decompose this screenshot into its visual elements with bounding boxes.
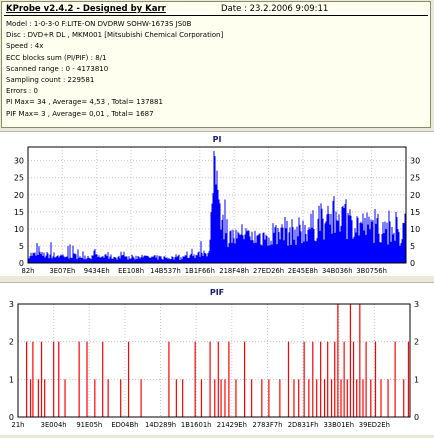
pi-y-tick-left: 20 <box>14 191 24 200</box>
pi-chart-panel: PI 0 0 5 5 10 10 15 15 20 20 25 25 30 30 82h 3E07Eh 9434… <box>0 131 434 276</box>
sampling-count-line: Sampling count : 229581 <box>6 76 95 85</box>
pif-x-tick: ED04Bh <box>111 421 138 429</box>
pi-stats-line: PI Max= 34 , Average= 4,53 , Total= 1378… <box>6 98 163 107</box>
pif-chart: 0 0 1 1 2 2 3 3 21h 3E004h 91E05h ED04Bh 14D289h 1B16… <box>9 300 419 429</box>
app-title: KProbe v2.4.2 - Designed by Karr <box>6 4 166 14</box>
scanned-range-line: Scanned range : 0 - 4173810 <box>6 64 109 73</box>
pif-x-tick: 21h <box>12 421 25 429</box>
pif-x-tick: 39ED2Eh <box>359 421 390 429</box>
pif-plot-frame <box>17 303 411 418</box>
pif-y-tick-left: 0 <box>9 413 14 422</box>
pif-x-tick: 14D289h <box>145 421 176 429</box>
pif-x-tick: 2783F7h <box>253 421 283 429</box>
pi-plot-frame <box>27 146 407 264</box>
pi-x-tick: 82h <box>22 267 35 275</box>
pif-plot-area <box>17 303 411 418</box>
pif-x-tick: 91E05h <box>76 421 102 429</box>
speed-line: Speed : 4x <box>6 42 44 51</box>
disc-line: Disc : DVD+R DL , MKM001 [Mitsubishi Che… <box>6 31 224 40</box>
pi-x-tick: 27ED26h <box>253 267 284 275</box>
pif-y-tick-left: 1 <box>9 375 14 384</box>
pi-y-tick-right: 10 <box>410 225 420 234</box>
pi-x-tick: 1B1F66h <box>185 267 215 275</box>
ecc-line: ECC blocks sum (PI/PIF) : 8/1 <box>6 53 107 62</box>
pif-y-tick-left: 2 <box>9 338 14 347</box>
pif-x-tick: 2D831Fh <box>288 421 319 429</box>
model-line: Model : 1-0-3-0 F:LITE-ON DVDRW SOHW-167… <box>6 20 192 28</box>
pi-y-tick-left: 10 <box>14 225 24 234</box>
pi-chart: 0 0 5 5 10 10 15 15 20 20 25 25 30 30 82h 3E07Eh 9434Eh E… <box>14 146 420 275</box>
pif-x-tick: 3E004h <box>41 421 67 429</box>
pi-y-tick-right: 5 <box>410 242 415 251</box>
info-lines: Model : 1-0-3-0 F:LITE-ON DVDRW SOHW-167… <box>6 19 223 120</box>
pif-x-tick: 33B01Eh <box>323 421 354 429</box>
pif-x-tick: 1B1601h <box>181 421 212 429</box>
pif-chart-panel: PIF 0 0 1 1 2 2 3 3 21h 3E004h 91E05h ED04Bh 14D289h… <box>0 282 434 435</box>
pif-x-tick: 21429Eh <box>217 421 247 429</box>
scan-date: Date : 23.2.2006 9:09:11 <box>221 4 329 14</box>
pif-y-tick-right: 2 <box>414 338 419 347</box>
header-divider <box>4 15 428 16</box>
pif-y-tick-right: 1 <box>414 375 419 384</box>
pif-y-tick-right: 0 <box>414 413 419 422</box>
disc-info-panel: KProbe v2.4.2 - Designed by Karr Date : … <box>1 1 431 128</box>
pi-y-tick-right: 25 <box>410 174 420 183</box>
pif-y-tick-right: 3 <box>414 300 419 309</box>
pi-y-tick-right: 15 <box>410 208 420 217</box>
pi-y-tick-left: 0 <box>19 259 24 268</box>
pi-y-tick-right: 30 <box>410 157 420 166</box>
pi-x-tick: 34B036h <box>322 267 353 275</box>
pi-y-tick-left: 25 <box>14 174 24 183</box>
pi-y-tick-left: 30 <box>14 157 24 166</box>
pi-x-tick: 9434Eh <box>84 267 110 275</box>
pi-x-tick: 218F48h <box>219 267 249 275</box>
pi-chart-title: PI <box>212 135 222 144</box>
pi-y-tick-left: 15 <box>14 208 24 217</box>
pif-y-tick-left: 3 <box>9 300 14 309</box>
pif-chart-title: PIF <box>209 288 225 297</box>
pi-y-tick-left: 5 <box>19 242 24 251</box>
pif-stats-line: PIF Max= 3 , Average= 0,01 , Total= 1687 <box>6 109 154 118</box>
pi-x-tick: 2E45E8h <box>288 267 318 275</box>
errors-line: Errors : 0 <box>6 87 38 96</box>
pi-x-tick: 14B537h <box>150 267 181 275</box>
pi-x-tick: 3E07Eh <box>49 267 75 275</box>
pi-x-tick: 3B0756h <box>356 267 387 275</box>
pi-x-tick: EE108h <box>118 267 144 275</box>
pi-y-tick-right: 20 <box>410 191 420 200</box>
pi-y-tick-right: 0 <box>410 259 415 268</box>
